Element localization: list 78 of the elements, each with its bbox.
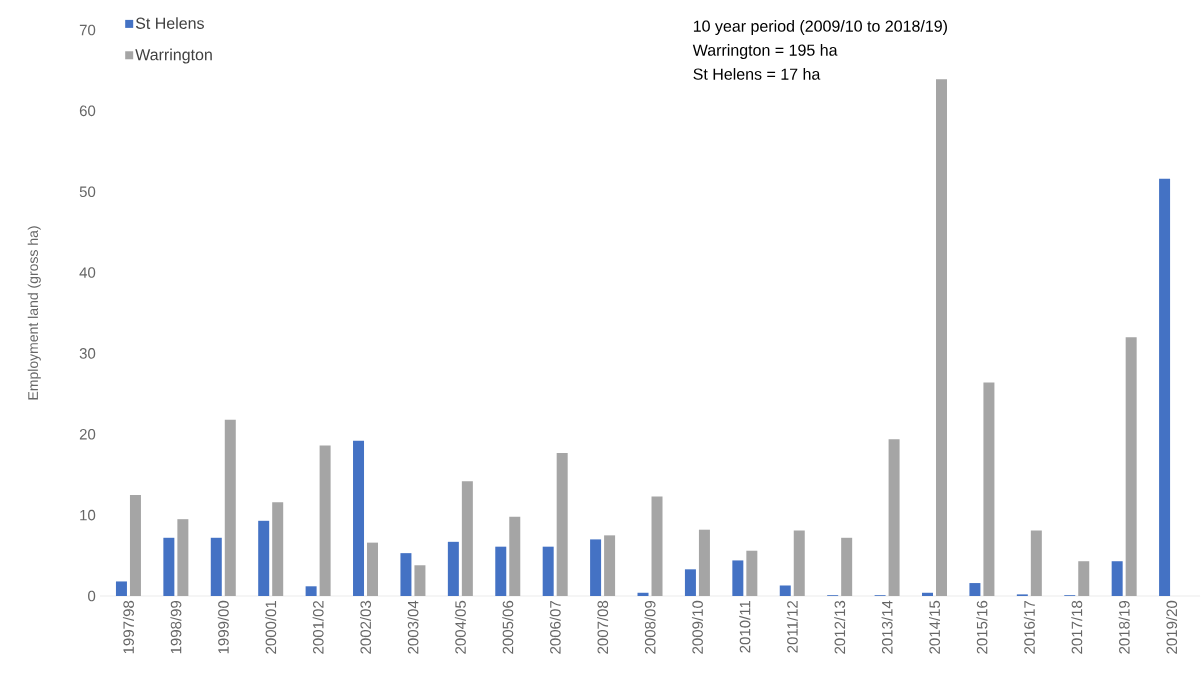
annotation: St Helens = 17 ha — [693, 68, 821, 80]
x-tick-label: 2010/11 — [739, 600, 751, 653]
bar — [129, 494, 141, 596]
x-tick-label: 2007/08 — [597, 600, 609, 654]
bar — [1030, 530, 1042, 596]
bar — [495, 546, 507, 596]
bar — [447, 541, 459, 596]
bar — [556, 452, 568, 596]
y-tick-label: 10 — [80, 509, 96, 521]
bar — [779, 585, 791, 596]
bar — [983, 382, 995, 596]
x-tick-label: 2012/13 — [834, 600, 846, 654]
x-tick-label: 2002/03 — [360, 600, 372, 654]
bar — [841, 537, 853, 596]
x-tick-label: 1997/98 — [122, 600, 134, 654]
bar — [163, 537, 175, 596]
bar — [684, 569, 696, 596]
bar — [353, 440, 365, 596]
bar — [936, 79, 947, 596]
bar — [1125, 337, 1137, 596]
bar — [319, 445, 331, 596]
x-tick-label: 2016/17 — [1023, 600, 1035, 654]
y-axis-title: Employment land (gross ha) — [27, 226, 41, 400]
x-tick-label: 2019/20 — [1166, 600, 1178, 654]
bar — [177, 519, 189, 596]
bar — [400, 553, 412, 596]
y-tick-label: 0 — [88, 590, 96, 602]
y-tick-label: 30 — [79, 348, 96, 359]
bar — [604, 535, 616, 596]
bar — [637, 592, 649, 596]
bar — [1111, 561, 1123, 596]
x-tick-label: 1999/00 — [217, 600, 229, 654]
bar — [461, 481, 473, 596]
x-tick-label: 2008/09 — [644, 600, 656, 654]
bar — [590, 539, 602, 596]
x-tick-label: 2013/14 — [881, 600, 893, 654]
y-tick-label: 70 — [79, 24, 96, 36]
bar — [367, 542, 379, 596]
x-tick-label: 2005/06 — [502, 600, 514, 654]
legend-label: St Helens — [135, 17, 204, 29]
bar — [210, 537, 222, 596]
legend-label: Warrington — [135, 48, 212, 64]
bar — [414, 565, 426, 596]
x-tick-label: 2000/01 — [265, 600, 277, 654]
bar — [509, 516, 521, 596]
bar — [969, 583, 981, 596]
bar — [888, 439, 900, 596]
x-tick-label: 2006/07 — [549, 600, 561, 654]
bar — [542, 546, 554, 596]
x-tick-label: 2014/15 — [928, 600, 941, 654]
y-tick-label: 40 — [79, 267, 96, 278]
y-tick-label: 50 — [79, 186, 96, 198]
x-tick-label: 2004/05 — [454, 600, 466, 654]
x-tick-label: 2015/16 — [976, 600, 988, 654]
bar — [1159, 178, 1171, 596]
annotation: Warrington = 195 ha — [692, 44, 838, 59]
bar — [272, 502, 284, 596]
bar — [115, 581, 127, 596]
bar — [922, 592, 933, 596]
bar — [732, 560, 744, 596]
bar — [305, 586, 317, 596]
bar — [224, 419, 236, 596]
x-tick-label: 2018/19 — [1118, 600, 1130, 654]
x-tick-label: 2001/02 — [312, 600, 324, 654]
x-tick-label: 1998/99 — [170, 600, 182, 654]
bar — [258, 520, 270, 596]
bar — [651, 496, 663, 596]
x-tick-label: 2017/18 — [1071, 600, 1083, 654]
y-tick-label: 20 — [79, 428, 96, 440]
y-tick-label: 60 — [79, 105, 96, 117]
annotation: 10 year period (2009/10 to 2018/19) — [693, 20, 947, 35]
x-tick-label: 2009/10 — [691, 600, 703, 654]
bar — [698, 529, 710, 596]
bar — [1078, 561, 1090, 596]
bar — [793, 530, 805, 596]
x-tick-label: 2011/12 — [786, 600, 798, 653]
bar — [746, 550, 758, 596]
x-tick-label: 2003/04 — [407, 600, 419, 654]
